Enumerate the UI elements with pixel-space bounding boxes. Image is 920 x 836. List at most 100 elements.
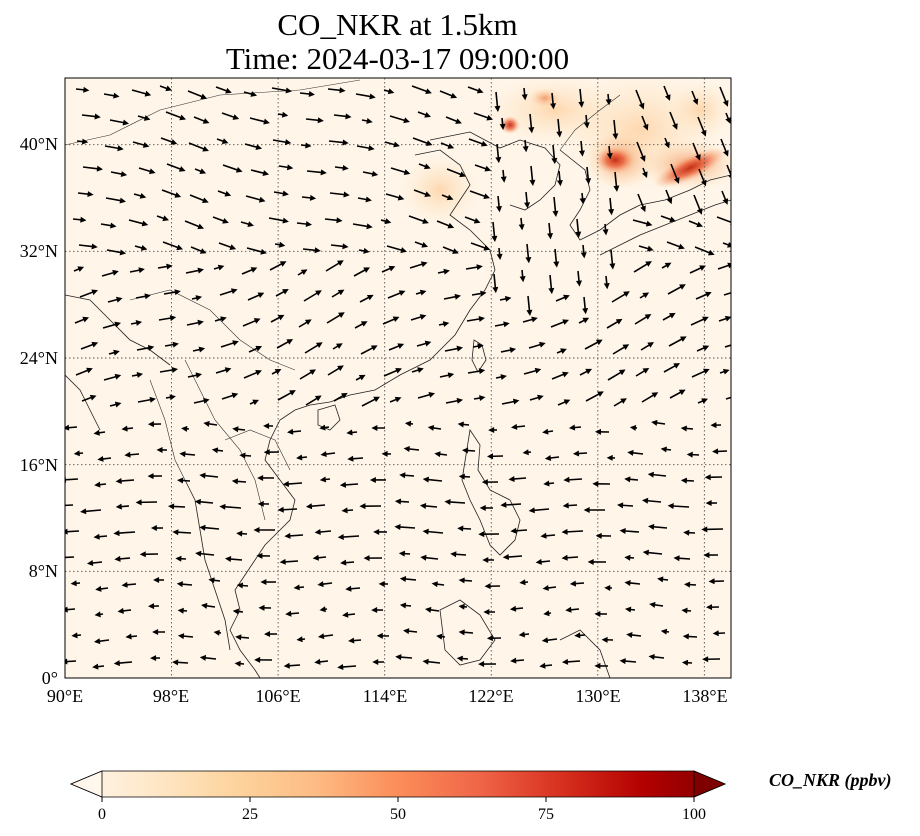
wind-arrow (214, 316, 227, 323)
wind-arrow (305, 503, 326, 510)
wind-arrow (704, 474, 723, 481)
wind-arrow (726, 164, 731, 179)
wind-arrow (440, 142, 455, 149)
wind-arrow (556, 118, 563, 138)
wind-arrow (444, 498, 466, 505)
wind-arrow (74, 316, 90, 324)
wind-arrow (410, 314, 427, 321)
wind-arrow (109, 401, 122, 408)
wind-arrow (273, 190, 289, 197)
wind-arrow (389, 115, 410, 124)
wind-arrow (642, 549, 663, 556)
wind-arrow (682, 633, 698, 640)
wind-arrow (218, 242, 237, 250)
wind-arrow (184, 220, 205, 230)
wind-arrow (130, 320, 143, 326)
wind-arrow (177, 633, 194, 640)
wind-arrow (240, 221, 254, 227)
wind-arrow (156, 446, 168, 453)
wind-arrow (192, 346, 206, 353)
wind-arrow (304, 342, 323, 354)
wind-arrow (562, 502, 578, 509)
wind-arrow (578, 88, 585, 108)
wind-arrow (529, 394, 544, 401)
wind-arrow (499, 117, 506, 130)
wind-arrow (657, 576, 669, 583)
wind-arrow (619, 527, 640, 534)
wind-arrow (445, 116, 462, 124)
wind-arrow (626, 632, 642, 638)
wind-arrow (683, 529, 696, 536)
wind-arrow (694, 246, 715, 256)
wind-arrow (602, 223, 609, 236)
colorbar-tick-50: 50 (390, 806, 406, 823)
wind-arrow (186, 319, 204, 326)
wind-arrow (303, 290, 322, 302)
y-tick-16n: 16°N (19, 455, 58, 475)
wind-arrow (70, 580, 81, 587)
x-tick-90e: 90°E (46, 686, 84, 706)
wind-arrow (131, 89, 152, 97)
wind-arrow (594, 610, 608, 617)
wind-arrow (199, 654, 217, 661)
wind-arrow (314, 658, 329, 665)
wind-arrow (177, 477, 191, 484)
wind-arrow (411, 85, 432, 95)
wind-arrow (542, 584, 557, 591)
wind-arrow (185, 267, 204, 274)
y-tick-40n: 40°N (19, 134, 58, 154)
wind-arrow (279, 558, 299, 565)
wind-arrow (580, 244, 587, 259)
wind-arrow (488, 427, 498, 434)
wind-arrow (420, 554, 439, 561)
wind-arrow (710, 422, 722, 429)
wind-arrow (135, 499, 158, 506)
wind-arrow (128, 219, 149, 227)
wind-arrow (219, 503, 242, 510)
wind-arrow (258, 604, 272, 611)
wind-arrow (561, 528, 584, 535)
wind-arrow (147, 421, 162, 428)
wind-arrow (612, 344, 630, 355)
wind-arrow (357, 196, 372, 203)
wind-arrow (79, 289, 98, 298)
wind-arrow (693, 194, 703, 215)
wind-arrow (65, 528, 80, 535)
wind-arrow (272, 139, 292, 146)
wind-arrow (565, 606, 580, 613)
wind-arrow (633, 261, 652, 273)
wind-arrow (501, 398, 520, 405)
wind-arrow (93, 429, 106, 436)
wind-arrow (528, 341, 546, 349)
wind-arrow (362, 170, 379, 177)
wind-arrow (725, 112, 731, 124)
wind-arrow (665, 189, 673, 205)
y-tick-32n: 32°N (19, 241, 58, 261)
wind-arrow (486, 453, 504, 460)
wind-arrow (529, 165, 536, 186)
wind-arrow (222, 164, 243, 173)
wind-arrow (445, 397, 464, 404)
wind-arrow (217, 190, 232, 197)
wind-arrow (543, 480, 555, 487)
wind-arrow (193, 116, 210, 124)
wind-arrow (627, 449, 644, 456)
wind-arrow (65, 606, 76, 613)
wind-arrow (332, 343, 343, 350)
wind-arrow (199, 472, 219, 479)
wind-arrow (606, 318, 623, 329)
wind-arrow (271, 368, 282, 375)
wind-arrow (187, 90, 208, 100)
wind-arrow (278, 164, 294, 171)
wind-arrow (117, 607, 132, 614)
wind-arrow (95, 585, 109, 592)
wind-arrow (578, 140, 585, 157)
wind-arrow (283, 662, 301, 669)
wind-arrow (103, 92, 120, 99)
wind-arrow (333, 392, 348, 402)
wind-arrow (509, 605, 524, 612)
wind-arrow (569, 580, 585, 587)
wind-arrow (300, 142, 312, 149)
wind-arrow (269, 261, 287, 271)
wind-arrow (584, 339, 603, 350)
